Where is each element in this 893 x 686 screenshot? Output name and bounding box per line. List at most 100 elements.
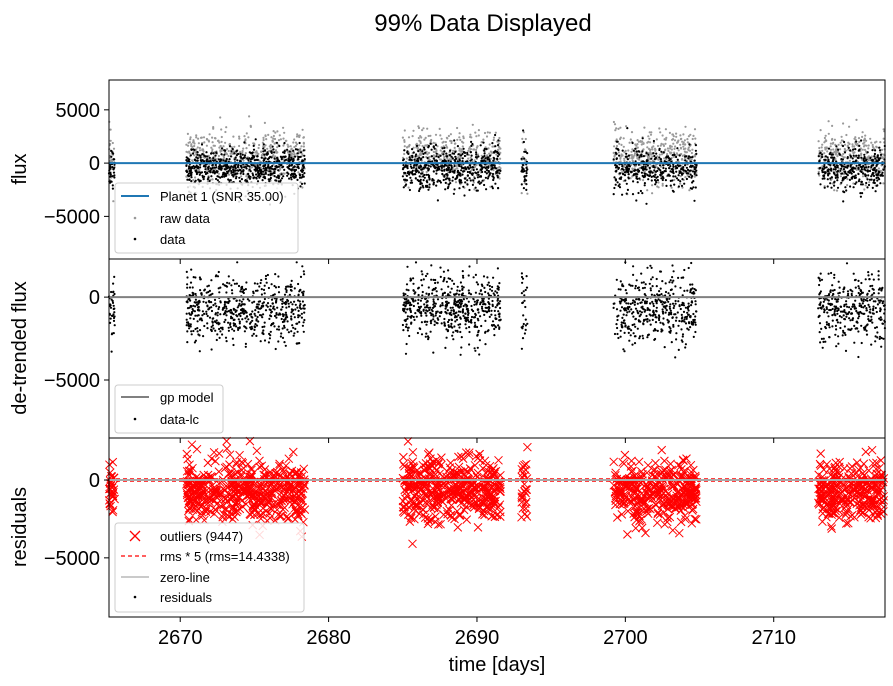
- data-point: [874, 157, 877, 160]
- data-point: [670, 311, 673, 314]
- data-point: [636, 153, 639, 156]
- data-point: [255, 173, 258, 176]
- data-point: [253, 155, 256, 158]
- data-point: [211, 148, 214, 151]
- data-point: [286, 174, 289, 177]
- data-point: [227, 275, 230, 278]
- data-point: [464, 323, 467, 326]
- data-point: [679, 182, 682, 185]
- data-point: [848, 159, 852, 162]
- data-point: [646, 320, 649, 323]
- data-point: [663, 346, 666, 349]
- data-point: [843, 147, 846, 151]
- data-point: [680, 317, 684, 320]
- data-point: [846, 166, 849, 169]
- data-point: [636, 143, 639, 146]
- data-point: [631, 141, 634, 145]
- data-point: [643, 182, 647, 185]
- data-point: [279, 167, 282, 170]
- data-point: [432, 141, 435, 144]
- data-point: [845, 133, 848, 137]
- data-point: [665, 184, 668, 187]
- data-point: [654, 321, 658, 324]
- data-point: [431, 178, 434, 181]
- data-point: [630, 170, 633, 173]
- data-point: [636, 139, 639, 142]
- data-point: [441, 169, 444, 172]
- data-point: [239, 314, 242, 318]
- data-point: [292, 312, 295, 316]
- data-point: [201, 148, 204, 151]
- data-point: [223, 173, 226, 176]
- data-point: [251, 166, 254, 169]
- data-point: [820, 278, 824, 281]
- data-point: [641, 192, 644, 195]
- data-point: [619, 160, 622, 163]
- data-point: [849, 149, 852, 152]
- data-point: [661, 134, 664, 137]
- data-point: [111, 184, 114, 187]
- data-point: [655, 181, 658, 184]
- data-point: [629, 138, 632, 141]
- data-point: [666, 153, 669, 156]
- data-point: [824, 140, 827, 143]
- data-point: [298, 173, 301, 176]
- data-point: [639, 163, 642, 166]
- data-point: [525, 169, 528, 172]
- data-point: [268, 145, 271, 148]
- data-point: [860, 153, 863, 156]
- data-point: [521, 137, 524, 140]
- data-point: [239, 164, 242, 167]
- data-point: [284, 344, 287, 347]
- data-point: [439, 266, 442, 269]
- data-point: [447, 320, 450, 324]
- data-point: [460, 169, 463, 172]
- data-point: [524, 149, 527, 152]
- data-point: [290, 330, 293, 333]
- data-point: [469, 151, 472, 154]
- data-point: [274, 179, 277, 182]
- data-point: [873, 167, 876, 170]
- data-point: [834, 168, 837, 171]
- data-point: [245, 320, 248, 323]
- data-point: [259, 175, 262, 178]
- data-point: [672, 155, 676, 158]
- data-point: [634, 317, 638, 320]
- data-point: [522, 140, 526, 144]
- data-point: [821, 153, 824, 156]
- data-point: [191, 141, 195, 144]
- data-point: [642, 281, 645, 284]
- data-point: [469, 156, 472, 159]
- data-point: [410, 179, 413, 182]
- data-point: [459, 310, 462, 313]
- data-point: [658, 168, 661, 171]
- data-point: [477, 155, 480, 158]
- data-point: [492, 292, 495, 295]
- data-point: [488, 152, 491, 155]
- data-point: [219, 301, 222, 304]
- data-point: [857, 166, 860, 170]
- data-point: [451, 176, 455, 179]
- data-point: [857, 154, 860, 157]
- data-point: [639, 301, 642, 304]
- data-point: [648, 282, 651, 285]
- data-point: [833, 184, 836, 187]
- data-point: [823, 311, 826, 314]
- data-point: [653, 147, 657, 150]
- data-point: [627, 154, 631, 157]
- data-point: [854, 299, 857, 302]
- data-point: [413, 318, 416, 321]
- data-point: [669, 327, 672, 330]
- data-point: [194, 159, 197, 162]
- data-point: [212, 152, 215, 155]
- data-point: [185, 318, 188, 321]
- data-point: [870, 178, 873, 181]
- data-point: [644, 169, 647, 172]
- data-point: [211, 178, 214, 181]
- data-point: [878, 171, 881, 174]
- data-point: [831, 303, 834, 306]
- data-point: [444, 188, 447, 191]
- data-point: [623, 171, 627, 174]
- data-point: [288, 177, 291, 180]
- data-point: [475, 163, 478, 167]
